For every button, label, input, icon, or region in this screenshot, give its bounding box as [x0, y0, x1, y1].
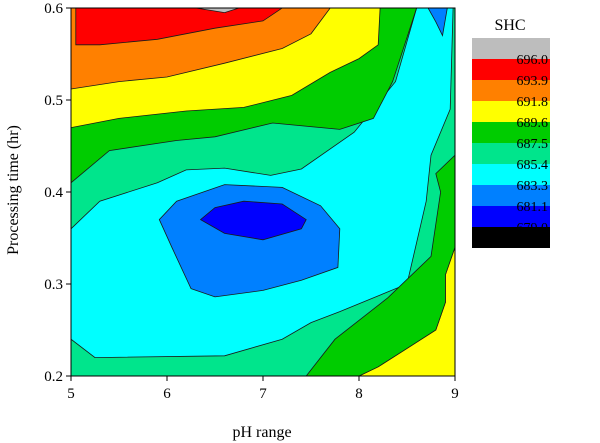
legend-swatch [472, 38, 550, 59]
legend-swatch [472, 206, 550, 227]
color-legend: SHC 696.0 693.9 691.8 689.6 687.5 685.4 683.3 6… [472, 17, 550, 248]
y-axis-label: Processing time (hr) [5, 125, 22, 255]
y-tick-label: 0.4 [44, 185, 63, 201]
x-tick-label: 5 [67, 386, 75, 402]
legend-swatch [472, 185, 550, 206]
legend-level-label: 687.5 [517, 137, 549, 152]
contour-region-3 [199, 200, 307, 241]
y-tick-label: 0.3 [44, 277, 63, 293]
legend-level-label: 689.6 [517, 116, 549, 131]
legend-swatch [472, 59, 550, 80]
legend-level-label: 681.1 [517, 200, 549, 215]
legend-swatch [472, 80, 550, 101]
legend-swatch [472, 164, 550, 185]
contour-region-11 [427, 8, 448, 37]
y-tick-label: 0.2 [44, 369, 63, 385]
x-tick-label: 9 [451, 386, 459, 402]
x-axis: 5 6 7 8 9 [67, 376, 459, 402]
contour-region-7 [75, 8, 283, 46]
y-tick-label: 0.6 [44, 1, 63, 17]
contour-region-1 [71, 8, 454, 359]
x-axis-label: pH range [232, 424, 291, 441]
legend-title: SHC [494, 17, 525, 34]
legend-level-label: 685.4 [517, 158, 549, 173]
legend-swatch [472, 122, 550, 143]
legend-level-label: 683.3 [517, 179, 549, 194]
y-axis: 0.2 0.3 0.4 0.5 0.6 [44, 1, 71, 385]
contour-region-8 [195, 8, 240, 14]
y-tick-label: 0.5 [44, 93, 63, 109]
x-tick-label: 6 [163, 386, 171, 402]
legend-level-label: 696.0 [517, 53, 549, 68]
x-tick-label: 7 [259, 386, 267, 402]
legend-level-label: 679.0 [517, 221, 549, 236]
x-tick-label: 8 [355, 386, 363, 402]
legend-swatch [472, 143, 550, 164]
legend-level-label: 693.9 [517, 74, 549, 89]
legend-level-label: 691.8 [517, 95, 549, 110]
contour-regions [71, 8, 455, 376]
legend-swatch [472, 227, 550, 248]
contour-region-10 [305, 154, 455, 376]
legend-swatch [472, 101, 550, 122]
